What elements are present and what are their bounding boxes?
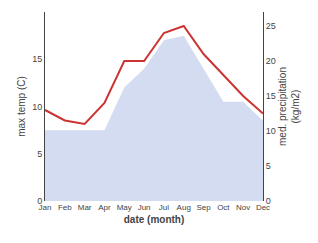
svg-text:20: 20 [266,56,276,66]
svg-text:Apr: Apr [98,203,111,212]
svg-text:25: 25 [266,21,276,31]
svg-text:date (month): date (month) [124,214,185,225]
svg-text:May: May [117,203,132,212]
svg-text:Jun: Jun [138,203,151,212]
svg-text:Jul: Jul [159,203,169,212]
svg-text:5: 5 [266,161,271,171]
svg-text:5: 5 [37,149,42,159]
svg-text:Feb: Feb [58,203,72,212]
svg-text:10: 10 [32,102,42,112]
svg-text:max temp (C): max temp (C) [16,76,27,137]
svg-text:10: 10 [266,126,276,136]
svg-text:0: 0 [266,196,271,206]
svg-text:Dec: Dec [256,203,270,212]
svg-text:0: 0 [37,196,42,206]
svg-text:15: 15 [266,91,276,101]
svg-text:Jan: Jan [39,203,52,212]
svg-text:Nov: Nov [236,203,250,212]
svg-text:med. precipitation(kg/m2): med. precipitation(kg/m2) [277,67,301,146]
svg-text:15: 15 [32,54,42,64]
svg-text:Aug: Aug [177,203,191,212]
svg-text:Oct: Oct [217,203,230,212]
svg-text:Sep: Sep [196,203,211,212]
svg-text:Mar: Mar [78,203,92,212]
